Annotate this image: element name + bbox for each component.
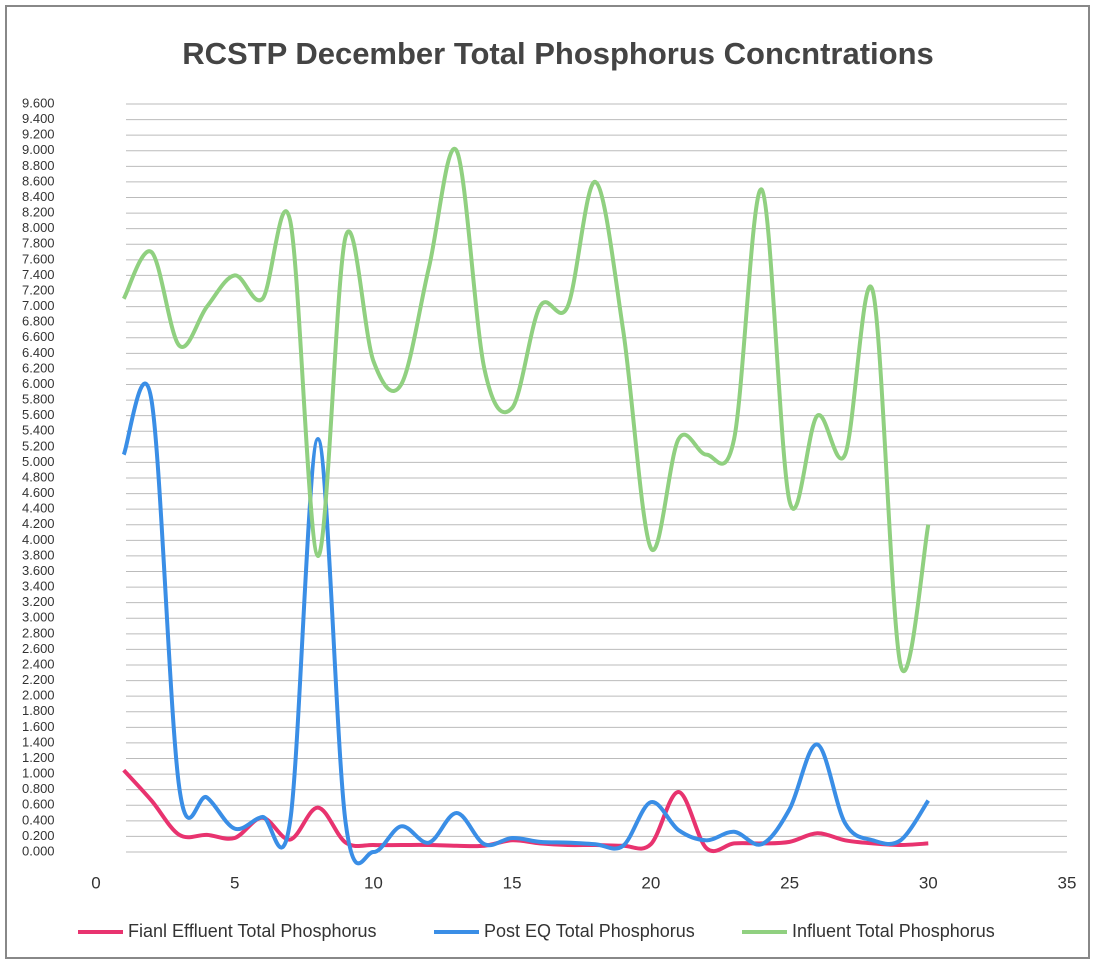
x-tick-label: 10 — [364, 873, 383, 892]
y-tick-label: 0.200 — [22, 828, 55, 843]
y-tick-label: 9.200 — [22, 127, 55, 142]
y-tick-label: 3.600 — [22, 563, 55, 578]
legend-label: Post EQ Total Phosphorus — [484, 921, 695, 941]
y-tick-label: 4.600 — [22, 485, 55, 500]
y-tick-label: 8.400 — [22, 189, 55, 204]
chart-title: RCSTP December Total Phosphorus Concntra… — [182, 36, 934, 71]
y-tick-label: 6.000 — [22, 376, 55, 391]
y-tick-label: 6.800 — [22, 314, 55, 329]
x-tick-label: 35 — [1058, 873, 1077, 892]
y-tick-label: 5.400 — [22, 423, 55, 438]
y-tick-label: 7.400 — [22, 267, 55, 282]
x-tick-label: 20 — [641, 873, 660, 892]
y-tick-label: 9.600 — [22, 95, 55, 110]
legend-label: Fianl Effluent Total Phosphorus — [128, 921, 377, 941]
y-tick-label: 7.000 — [22, 298, 55, 313]
y-tick-label: 4.200 — [22, 516, 55, 531]
y-tick-label: 3.400 — [22, 579, 55, 594]
y-tick-label: 7.800 — [22, 236, 55, 251]
y-tick-label: 1.200 — [22, 750, 55, 765]
y-tick-label: 7.600 — [22, 251, 55, 266]
chart-border — [5, 5, 1090, 959]
y-tick-label: 2.800 — [22, 625, 55, 640]
y-tick-label: 3.000 — [22, 610, 55, 625]
y-tick-label: 5.200 — [22, 438, 55, 453]
x-tick-label: 15 — [503, 873, 522, 892]
x-tick-label: 25 — [780, 873, 799, 892]
y-tick-label: 7.200 — [22, 282, 55, 297]
y-tick-label: 5.600 — [22, 407, 55, 422]
y-tick-label: 4.400 — [22, 501, 55, 516]
x-tick-label: 30 — [919, 873, 938, 892]
y-tick-label: 0.600 — [22, 797, 55, 812]
series-line — [121, 146, 931, 673]
x-tick-label: 5 — [230, 873, 239, 892]
y-tick-label: 4.000 — [22, 532, 55, 547]
y-tick-label: 8.200 — [22, 205, 55, 220]
y-tick-label: 3.200 — [22, 594, 55, 609]
y-tick-label: 2.200 — [22, 672, 55, 687]
y-tick-label: 0.400 — [22, 812, 55, 827]
y-tick-label: 0.000 — [22, 843, 55, 858]
x-tick-label: 0 — [91, 873, 100, 892]
y-tick-label: 1.600 — [22, 719, 55, 734]
y-tick-label: 2.400 — [22, 656, 55, 671]
y-tick-label: 0.800 — [22, 781, 55, 796]
y-tick-label: 9.400 — [22, 111, 55, 126]
y-tick-label: 8.000 — [22, 220, 55, 235]
y-tick-label: 2.600 — [22, 641, 55, 656]
y-tick-label: 5.800 — [22, 392, 55, 407]
y-tick-label: 6.600 — [22, 329, 55, 344]
series-line — [121, 381, 930, 866]
legend-label: Influent Total Phosphorus — [792, 921, 995, 941]
y-tick-label: 6.200 — [22, 360, 55, 375]
y-tick-label: 4.800 — [22, 469, 55, 484]
y-tick-label: 3.800 — [22, 547, 55, 562]
y-tick-label: 8.600 — [22, 173, 55, 188]
y-tick-label: 1.800 — [22, 703, 55, 718]
y-tick-label: 6.400 — [22, 345, 55, 360]
y-tick-label: 5.000 — [22, 454, 55, 469]
y-tick-label: 2.000 — [22, 688, 55, 703]
y-tick-label: 1.400 — [22, 734, 55, 749]
y-tick-label: 1.000 — [22, 766, 55, 781]
y-tick-label: 8.800 — [22, 158, 55, 173]
y-tick-label: 9.000 — [22, 142, 55, 157]
